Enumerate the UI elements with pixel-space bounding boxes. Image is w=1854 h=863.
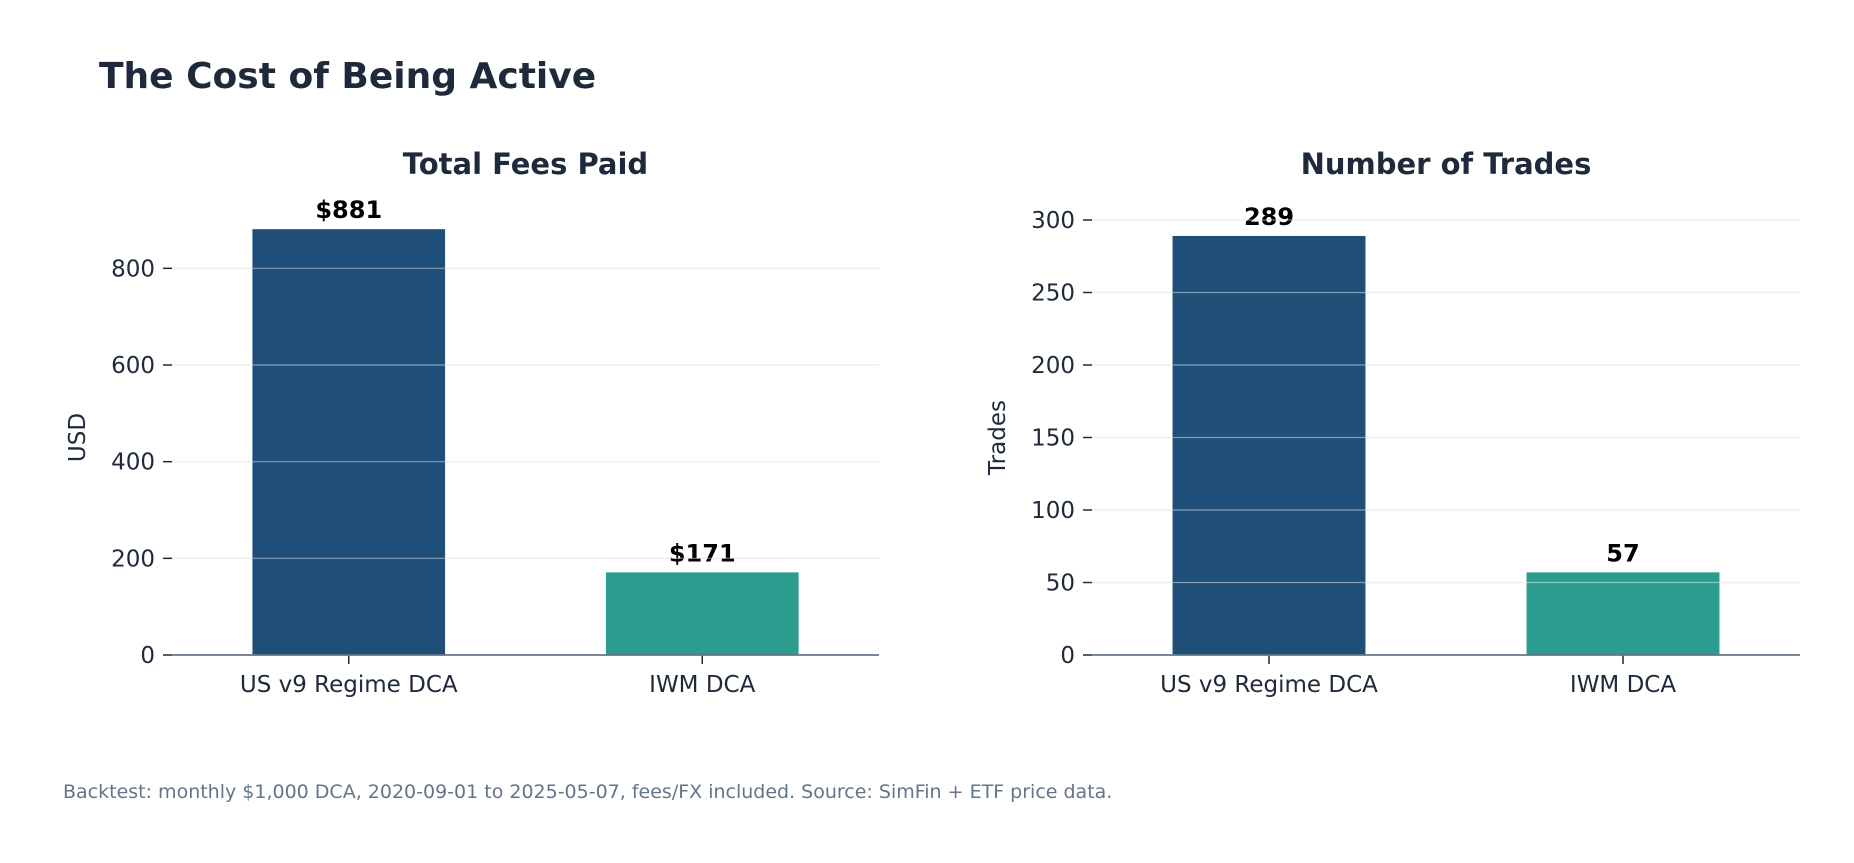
chart1-title: Total Fees Paid [403, 147, 648, 181]
chart2-y-tick-label: 300 [1031, 208, 1075, 234]
chart1-x-tick-label: US v9 Regime DCA [240, 672, 458, 698]
chart2-title: Number of Trades [1301, 147, 1592, 181]
chart1-y-tick-label: 800 [111, 256, 155, 282]
chart2-y-axis-label: Trades [985, 400, 1011, 476]
chart2-y-tick-label: 100 [1031, 498, 1075, 524]
chart2-x-tick-label: US v9 Regime DCA [1160, 672, 1378, 698]
chart2-y-tick-label: 150 [1031, 426, 1075, 452]
chart1-bar-2 [605, 572, 799, 655]
footnote-caption: Backtest: monthly $1,000 DCA, 2020-09-01… [63, 781, 1113, 803]
chart2-data-label: 57 [1606, 539, 1639, 567]
chart1-x-tick-label: IWM DCA [649, 672, 755, 698]
chart2-y-tick-label: 250 [1031, 281, 1075, 307]
page-title: The Cost of Being Active [99, 56, 597, 97]
chart1-y-tick-label: 600 [111, 353, 155, 379]
chart1-y-axis-label: USD [65, 413, 91, 462]
chart1-y-tick-label: 400 [111, 450, 155, 476]
chart1-bar-1 [252, 229, 446, 655]
chart2-y-tick-label: 50 [1046, 571, 1075, 597]
chart2-x-tick-label: IWM DCA [1570, 672, 1676, 698]
chart1-data-label: $171 [669, 539, 736, 567]
chart2-y-tick-label: 200 [1031, 353, 1075, 379]
chart1-y-tick-label: 200 [111, 546, 155, 572]
chart1-data-label: $881 [315, 196, 382, 224]
chart2-bar-1 [1172, 235, 1366, 655]
chart2-y-tick-label: 0 [1060, 643, 1075, 669]
chart2-bar-2 [1526, 572, 1720, 655]
chart2-data-label: 289 [1244, 203, 1294, 231]
chart1-y-tick-label: 0 [140, 643, 155, 669]
